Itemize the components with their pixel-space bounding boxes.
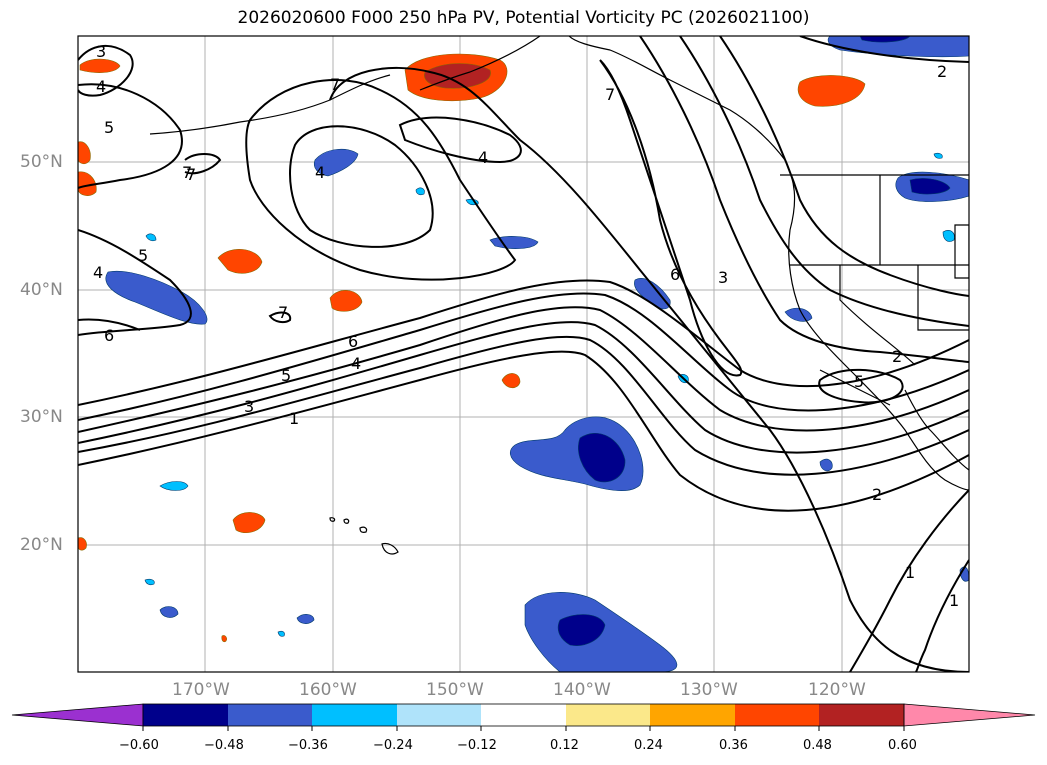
- contour-label: 7: [186, 165, 196, 184]
- gridlines: [78, 36, 969, 672]
- contour-labels: 3 4 5 7 7 4 7 7 4 5 4 6 7 5 3 1 6 4 6 3 …: [93, 42, 959, 610]
- map-frame: [77, 35, 970, 673]
- colorbar-tick-label: −0.48: [204, 738, 244, 753]
- pv-contours: [78, 36, 969, 672]
- contour-label: 1: [289, 409, 299, 428]
- colorbar-segment: [228, 704, 312, 726]
- lon-label-140w: 140°W: [553, 680, 611, 700]
- colorbar-segment: [312, 704, 397, 726]
- coastlines: [149, 36, 969, 555]
- lon-label-120w: 120°W: [808, 680, 866, 700]
- colorbar-under-arrow: [11, 703, 144, 727]
- contour-label: 6: [670, 265, 680, 284]
- lat-label-40n: 40°N: [20, 280, 63, 300]
- lon-label-160w: 160°W: [299, 680, 357, 700]
- colorbar-tick-label: 0.24: [634, 738, 663, 753]
- colorbar-frame: [142, 703, 905, 727]
- colorbar-segment: [566, 704, 650, 726]
- contour-label: 2: [892, 347, 902, 366]
- colorbar-segment: [819, 704, 904, 726]
- lat-label-20n: 20°N: [20, 535, 63, 555]
- contour-label: 5: [281, 366, 291, 385]
- contour-label: 4: [315, 163, 325, 182]
- contour-label: 1: [905, 563, 915, 582]
- colorbar-tick-label: 0.48: [803, 738, 832, 753]
- contour-label: 3: [244, 397, 254, 416]
- colorbar-tick-label: 0.60: [888, 738, 917, 753]
- contour-label: 1: [949, 591, 959, 610]
- positive-anomalies: [78, 53, 866, 643]
- contour-label: 5: [854, 372, 864, 391]
- colorbar-segment: [397, 704, 481, 726]
- map-title: 2026020600 F000 250 hPa PV, Potential Vo…: [237, 8, 810, 28]
- contour-label: 7: [182, 163, 192, 182]
- contour-label: 6: [348, 332, 358, 351]
- lon-label-150w: 150°W: [426, 680, 484, 700]
- contour-label: 3: [96, 42, 106, 61]
- colorbar-segment: [481, 704, 566, 726]
- contour-label: 5: [104, 118, 114, 137]
- contour-label: 2: [872, 485, 882, 504]
- contour-label: 3: [718, 268, 728, 287]
- contour-label: 7: [278, 303, 288, 322]
- contour-label: 2: [937, 62, 947, 81]
- lat-label-50n: 50°N: [20, 152, 63, 172]
- colorbar-tick-label: −0.12: [457, 738, 497, 753]
- colorbar: [11, 703, 1036, 731]
- colorbar-over-arrow: [903, 703, 1036, 727]
- contour-label: 7: [605, 85, 615, 104]
- contour-label: 5: [138, 246, 148, 265]
- contour-label: 4: [96, 77, 106, 96]
- contour-label: 7: [330, 75, 340, 94]
- colorbar-segment: [143, 704, 228, 726]
- colorbar-tick-label: −0.60: [119, 738, 159, 753]
- lat-label-30n: 30°N: [20, 407, 63, 427]
- contour-label: 4: [351, 354, 361, 373]
- lon-label-170w: 170°W: [172, 680, 230, 700]
- lon-label-130w: 130°W: [680, 680, 738, 700]
- colorbar-tick-label: −0.36: [288, 738, 328, 753]
- colorbar-tick-label: 0.36: [719, 738, 748, 753]
- colorbar-tick-label: 0.12: [550, 738, 579, 753]
- map-area: 3 4 5 7 7 4 7 7 4 5 4 6 7 5 3 1 6 4 6 3 …: [78, 36, 969, 672]
- contour-label: 6: [104, 326, 114, 345]
- colorbar-tick-label: −0.24: [373, 738, 413, 753]
- colorbar-segment: [650, 704, 735, 726]
- contour-label: 4: [478, 148, 488, 167]
- contour-label: 4: [93, 263, 103, 282]
- colorbar-segment: [735, 704, 819, 726]
